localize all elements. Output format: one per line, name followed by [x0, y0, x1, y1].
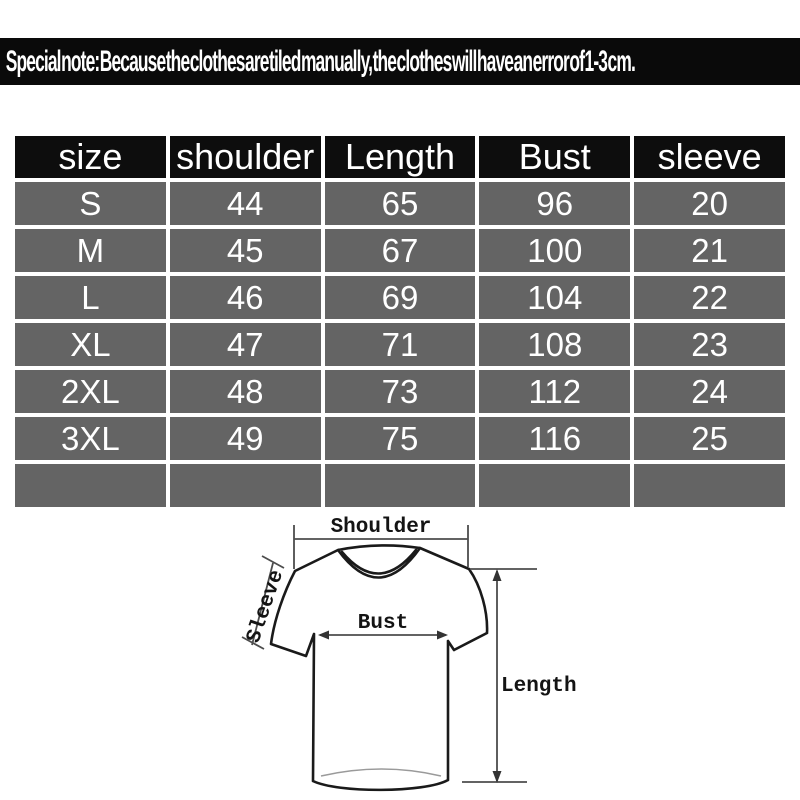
size-chart-table: size shoulder Length Bust sleeve S 44 65… [15, 136, 785, 507]
table-cell-size: 2XL [15, 370, 166, 413]
table-cell-size: XL [15, 323, 166, 366]
tshirt-inner-hem [320, 768, 442, 777]
table-cell-shoulder: 45 [169, 229, 321, 272]
table-cell-empty [324, 464, 476, 507]
shoulder-label: Shoulder [331, 516, 432, 539]
table-cell-length: 71 [324, 323, 476, 366]
table-cell-bust: 104 [479, 276, 631, 319]
table-cell-sleeve: 21 [634, 229, 785, 272]
sleeve-label: Sleeve [243, 567, 289, 646]
table-cell-bust: 96 [479, 182, 631, 225]
length-measure-lines [462, 568, 537, 783]
shoulder-measure-lines [293, 525, 469, 569]
table-cell-bust: 100 [479, 229, 631, 272]
table-cell-sleeve: 23 [634, 323, 785, 366]
table-cell-shoulder: 47 [169, 323, 321, 366]
table-cell-shoulder: 44 [169, 182, 321, 225]
table-cell-bust: 116 [479, 417, 631, 460]
table-cell-empty [634, 464, 785, 507]
table-cell-sleeve: 24 [634, 370, 785, 413]
table-cell-bust: 112 [479, 370, 631, 413]
table-cell-sleeve: 22 [634, 276, 785, 319]
tshirt-outline [269, 544, 489, 792]
table-cell-length: 75 [324, 417, 476, 460]
length-label: Length [501, 675, 577, 698]
special-note-text: Special note: Because the clothes are ti… [5, 44, 636, 78]
table-cell-shoulder: 48 [169, 370, 321, 413]
table-cell-size: S [15, 182, 166, 225]
table-cell-size: M [15, 229, 166, 272]
table-cell-empty [15, 464, 166, 507]
table-cell-sleeve: 20 [634, 182, 785, 225]
table-cell-shoulder: 46 [169, 276, 321, 319]
column-header-length: Length [324, 136, 476, 178]
table-cell-empty [479, 464, 631, 507]
table-cell-length: 65 [324, 182, 476, 225]
table-cell-length: 69 [324, 276, 476, 319]
bust-label: Bust [358, 612, 408, 635]
column-header-size: size [15, 136, 166, 178]
column-header-bust: Bust [479, 136, 631, 178]
special-note-banner: Special note: Because the clothes are ti… [0, 38, 800, 85]
table-cell-length: 73 [324, 370, 476, 413]
table-cell-empty [169, 464, 321, 507]
tshirt-measurement-diagram: Shoulder Sleeve Bust Length [241, 516, 577, 792]
table-cell-bust: 108 [479, 323, 631, 366]
table-cell-size: 3XL [15, 417, 166, 460]
sleeve-measure-lines [241, 555, 285, 650]
table-cell-length: 67 [324, 229, 476, 272]
table-cell-shoulder: 49 [169, 417, 321, 460]
table-cell-size: L [15, 276, 166, 319]
column-header-shoulder: shoulder [169, 136, 321, 178]
table-cell-sleeve: 25 [634, 417, 785, 460]
column-header-sleeve: sleeve [634, 136, 785, 178]
